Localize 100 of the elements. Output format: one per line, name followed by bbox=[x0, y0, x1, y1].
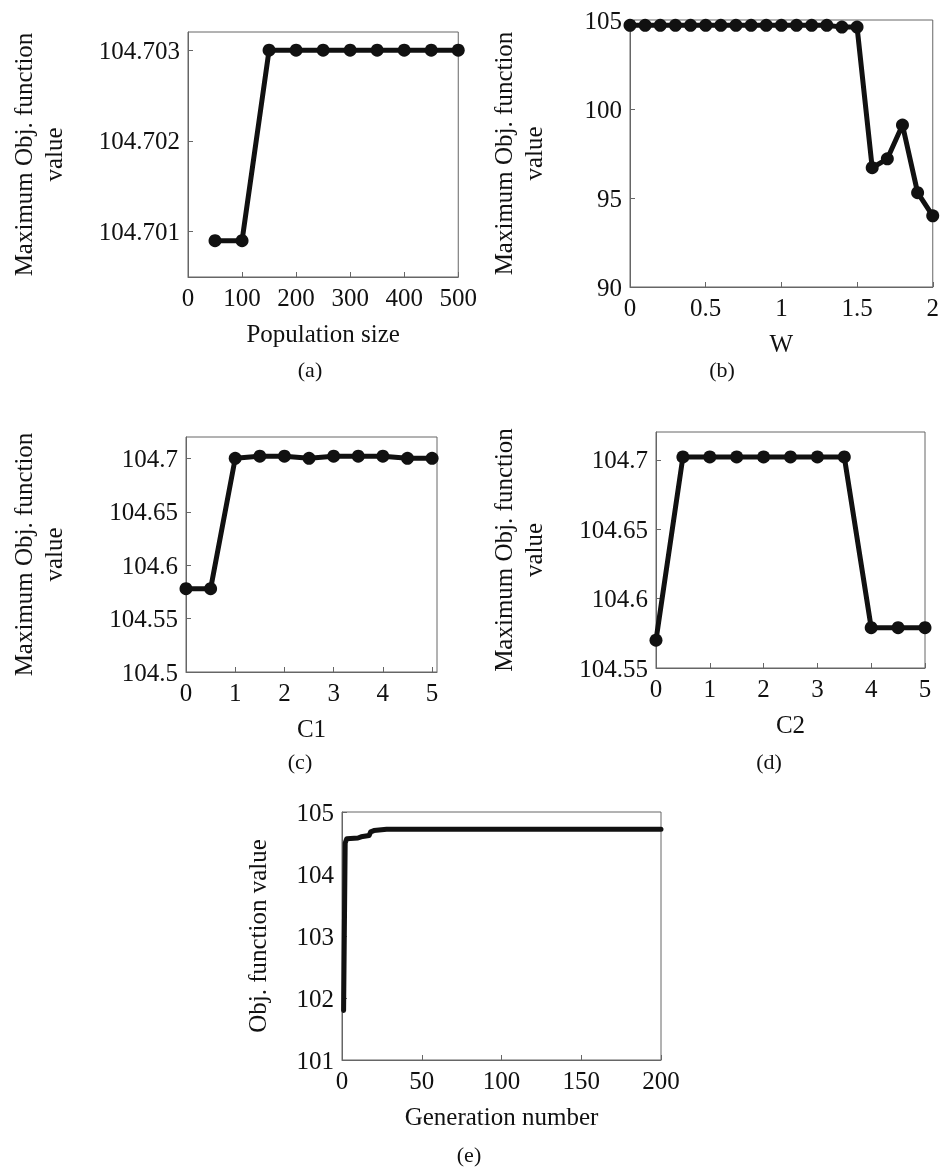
text: (e) bbox=[456, 1141, 482, 1167]
y-axis-title: Obj. function value bbox=[243, 839, 271, 1033]
x-tick-label: 300 bbox=[331, 284, 369, 311]
point bbox=[684, 18, 698, 32]
x-tick-label: 5 bbox=[425, 679, 439, 706]
point bbox=[623, 18, 637, 32]
y-tick-label: 101 bbox=[296, 1046, 334, 1074]
x-tick-label: 0 bbox=[623, 294, 637, 321]
point bbox=[790, 18, 804, 32]
y-tick-label: 104.6 bbox=[591, 585, 648, 613]
y-tick-label: 104.703 bbox=[98, 36, 180, 64]
x-tick-label: 0 bbox=[335, 1067, 349, 1094]
y-tick-label: 104.55 bbox=[579, 654, 648, 682]
x-tick-label: 400 bbox=[385, 284, 423, 311]
point bbox=[425, 451, 439, 465]
y-tick-label: 104.65 bbox=[579, 515, 648, 543]
point bbox=[649, 633, 663, 647]
y-tick-label: 102 bbox=[296, 984, 334, 1012]
x-tick-label: 100 bbox=[482, 1067, 521, 1094]
x-tick-label: 200 bbox=[277, 284, 315, 311]
y-axis-title: Maximum Obj. function value bbox=[9, 32, 67, 277]
point bbox=[864, 621, 878, 635]
point bbox=[744, 18, 758, 32]
point bbox=[759, 18, 773, 32]
point bbox=[699, 18, 713, 32]
point bbox=[327, 449, 341, 463]
point bbox=[837, 450, 851, 464]
point bbox=[911, 186, 925, 200]
x-axis-title: W bbox=[769, 330, 794, 357]
x-tick-label: 0 bbox=[179, 679, 193, 706]
point bbox=[638, 18, 652, 32]
x-tick-label: 5 bbox=[918, 675, 932, 702]
point bbox=[400, 451, 414, 465]
x-tick-label: 50 bbox=[409, 1067, 435, 1094]
x-tick-label: 2 bbox=[926, 294, 939, 321]
x-tick-label: 1 bbox=[775, 294, 788, 321]
text: (d) bbox=[756, 748, 782, 774]
point bbox=[253, 449, 267, 463]
y-tick-label: 105 bbox=[584, 6, 622, 34]
x-tick-label: 0.5 bbox=[690, 294, 722, 321]
y-tick-label: 104.701 bbox=[98, 218, 180, 246]
point bbox=[757, 450, 771, 464]
point bbox=[835, 20, 849, 34]
y-axis-title: Maximum Obj. function value bbox=[489, 31, 547, 276]
y-tick-label: 104.7 bbox=[121, 444, 178, 472]
x-tick-label: 2 bbox=[757, 675, 770, 702]
x-axis-title: C1 bbox=[296, 715, 327, 742]
x-tick-label: 500 bbox=[439, 284, 477, 311]
point bbox=[810, 450, 824, 464]
point bbox=[895, 118, 909, 132]
x-tick-label: 4 bbox=[376, 679, 390, 706]
point bbox=[668, 18, 682, 32]
text: (b) bbox=[709, 356, 735, 382]
point bbox=[228, 451, 242, 465]
x-tick-label: 2 bbox=[278, 679, 291, 706]
point bbox=[351, 449, 365, 463]
text: (c) bbox=[287, 748, 313, 774]
x-tick-label: 1.5 bbox=[841, 294, 873, 321]
y-tick-label: 104.7 bbox=[591, 446, 648, 474]
x-tick-label: 1 bbox=[228, 679, 242, 706]
y-axis-title: Maximum Obj. function value bbox=[9, 432, 67, 677]
x-axis-title: Generation number bbox=[404, 1103, 600, 1130]
y-axis-title: Maximum Obj. function value bbox=[489, 427, 547, 672]
point bbox=[926, 209, 940, 223]
y-tick-label: 90 bbox=[597, 273, 622, 301]
y-tick-label: 104.6 bbox=[121, 551, 178, 579]
point bbox=[805, 18, 819, 32]
x-tick-label: 0 bbox=[181, 284, 195, 311]
y-tick-label: 104.702 bbox=[98, 127, 180, 155]
y-tick-label: 104.55 bbox=[109, 605, 178, 633]
x-tick-label: 150 bbox=[562, 1067, 600, 1094]
x-tick-label: 3 bbox=[811, 675, 824, 702]
point bbox=[774, 18, 788, 32]
y-tick-label: 95 bbox=[597, 184, 622, 212]
point bbox=[714, 18, 728, 32]
point bbox=[653, 18, 667, 32]
point bbox=[880, 152, 894, 166]
point bbox=[179, 582, 193, 596]
x-tick-label: 4 bbox=[864, 675, 878, 702]
x-tick-label: 0 bbox=[649, 675, 663, 702]
point bbox=[891, 621, 905, 635]
y-tick-label: 104 bbox=[296, 860, 335, 888]
y-tick-label: 103 bbox=[296, 922, 334, 950]
x-tick-label: 200 bbox=[642, 1067, 680, 1094]
point bbox=[784, 450, 797, 464]
point bbox=[729, 18, 743, 32]
y-tick-label: 105 bbox=[296, 798, 334, 826]
point bbox=[730, 450, 744, 464]
point bbox=[865, 161, 879, 175]
point bbox=[918, 621, 932, 635]
x-tick-label: 3 bbox=[327, 679, 340, 706]
y-tick-label: 104.5 bbox=[121, 658, 178, 686]
y-tick-label: 100 bbox=[584, 95, 622, 123]
point bbox=[676, 450, 690, 464]
point bbox=[204, 582, 218, 596]
y-tick-label: 104.65 bbox=[109, 498, 178, 526]
x-tick-label: 1 bbox=[703, 675, 717, 702]
point bbox=[850, 20, 864, 34]
point bbox=[376, 449, 390, 463]
point bbox=[302, 451, 316, 465]
